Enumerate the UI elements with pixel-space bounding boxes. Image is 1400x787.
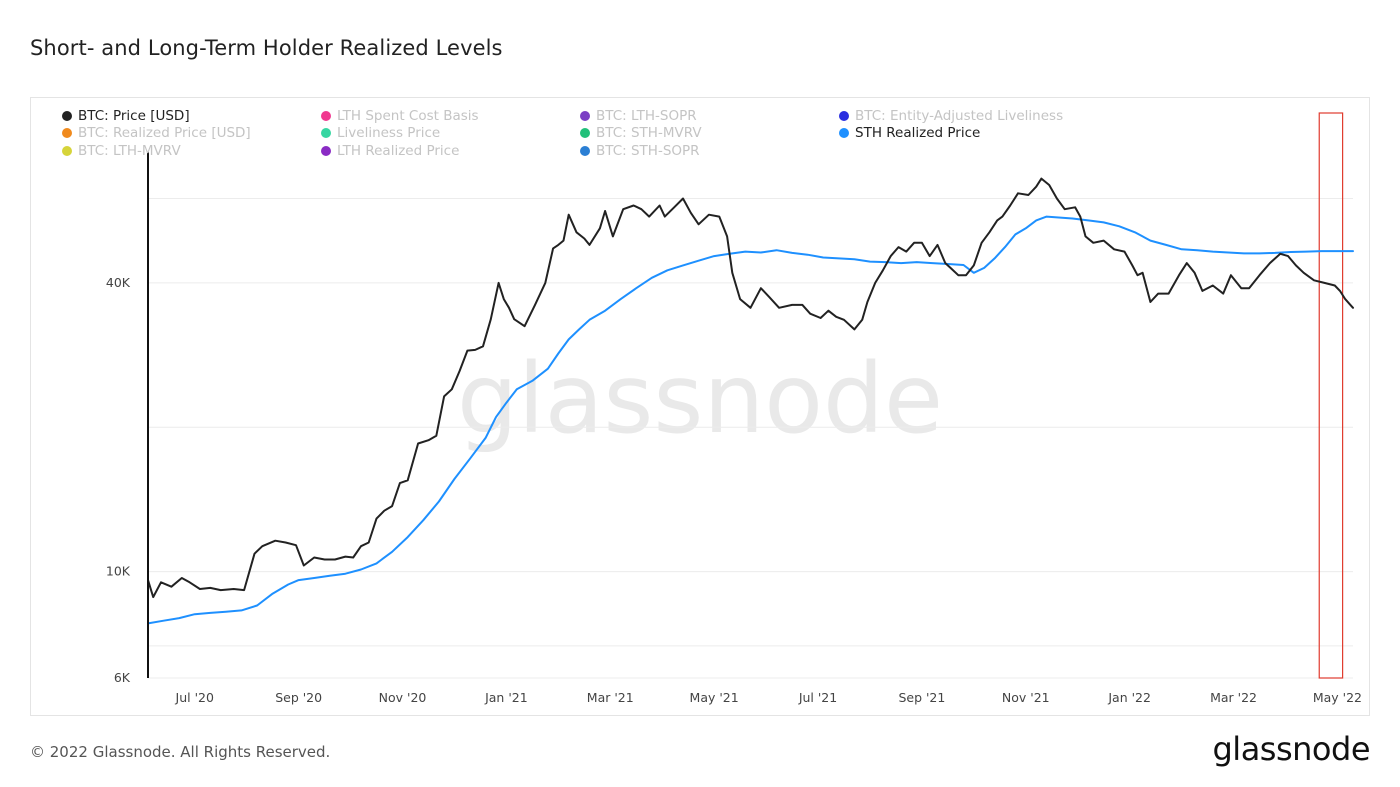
legend-label: Liveliness Price [337, 125, 441, 141]
legend-dot-icon [321, 128, 331, 138]
legend-dot-icon [839, 128, 849, 138]
legend-label: BTC: STH-MVRV [596, 125, 702, 141]
legend-item[interactable]: BTC: LTH-SOPR [580, 107, 697, 124]
highlight-box [1318, 112, 1344, 679]
legend-dot-icon [580, 128, 590, 138]
legend-dot-icon [580, 145, 590, 156]
x-tick-label: Nov '21 [1002, 690, 1050, 705]
sth-realized-price-line [147, 215, 1354, 625]
legend-dot-icon [839, 110, 849, 121]
glassnode-logo: glassnode [1212, 730, 1370, 768]
chart-title: Short- and Long-Term Holder Realized Lev… [30, 36, 503, 60]
btc-price-usd-line [147, 177, 1354, 599]
x-tick-label: Mar '22 [1210, 690, 1257, 705]
legend-label: BTC: STH-SOPR [596, 142, 700, 159]
x-tick-label: Sep '21 [898, 690, 945, 705]
legend-label: BTC: LTH-SOPR [596, 107, 697, 124]
x-tick-label: Mar '21 [587, 690, 634, 705]
legend-label: BTC: Entity-Adjusted Liveliness [855, 107, 1064, 124]
watermark-text: glassnode [457, 343, 943, 455]
y-tick-label: 6K [114, 670, 131, 685]
legend-dot-icon [321, 110, 331, 121]
legend-item[interactable]: BTC: LTH-MVRV [62, 142, 181, 159]
legend-dot-icon [321, 145, 331, 156]
legend-item[interactable]: BTC: STH-SOPR [580, 142, 700, 159]
x-tick-label: Jan '22 [1107, 690, 1151, 705]
legend-dot-icon [580, 110, 590, 121]
legend-label: BTC: Realized Price [USD] [78, 125, 251, 141]
x-tick-label: Sep '20 [275, 690, 322, 705]
legend-label: STH Realized Price [855, 125, 981, 141]
y-tick-label: 40K [106, 275, 131, 290]
legend-dot-icon [62, 145, 72, 156]
legend-item[interactable]: BTC: Entity-Adjusted Liveliness [839, 107, 1063, 124]
legend-item[interactable]: Liveliness Price [321, 125, 440, 142]
legend-item[interactable]: BTC: Price [USD] [62, 107, 190, 124]
legend-item[interactable]: LTH Realized Price [321, 142, 459, 159]
legend-item[interactable]: LTH Spent Cost Basis [321, 107, 479, 124]
x-tick-label: Jul '21 [798, 690, 837, 705]
legend-label: BTC: LTH-MVRV [78, 142, 181, 159]
legend-item[interactable]: BTC: STH-MVRV [580, 125, 702, 142]
x-tick-label: May '22 [1313, 690, 1362, 705]
chart-frame [30, 97, 1370, 716]
x-tick-label: May '21 [690, 690, 739, 705]
legend-label: BTC: Price [USD] [78, 107, 190, 124]
x-tick-label: Nov '20 [379, 690, 427, 705]
copyright-text: © 2022 Glassnode. All Rights Reserved. [30, 743, 331, 761]
legend-label: LTH Spent Cost Basis [337, 107, 479, 124]
legend-label: LTH Realized Price [337, 142, 460, 159]
y-tick-label: 10K [106, 564, 131, 579]
legend-dot-icon [62, 128, 72, 138]
x-tick-label: Jul '20 [175, 690, 214, 705]
legend-item[interactable]: STH Realized Price [839, 125, 980, 142]
legend-dot-icon [62, 110, 72, 121]
x-tick-label: Jan '21 [484, 690, 528, 705]
chart-legend: BTC: Price [USD] LTH Spent Cost Basis BTC:… [62, 107, 1063, 162]
legend-item[interactable]: BTC: Realized Price [USD] [62, 125, 251, 142]
